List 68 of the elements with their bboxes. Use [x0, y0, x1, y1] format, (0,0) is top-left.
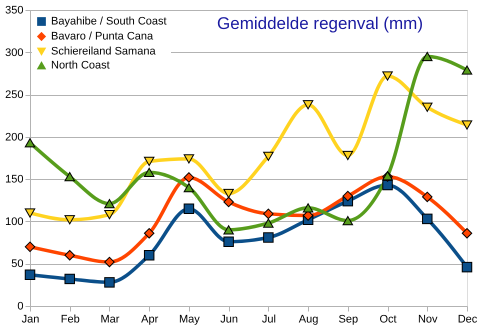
point	[302, 203, 314, 213]
point	[382, 71, 393, 81]
y-tick-label: 100	[5, 216, 24, 228]
y-tick-label: 50	[11, 258, 24, 270]
x-tick-label: Feb	[60, 314, 80, 326]
point	[184, 182, 194, 192]
point	[184, 154, 194, 164]
legend-label: Bavaro / Punta Cana	[51, 30, 154, 42]
y-tick-label: 350	[5, 4, 24, 16]
legend-label: Schiereiland Samana	[51, 46, 156, 58]
x-tick-label: Jun	[220, 314, 238, 326]
point	[263, 152, 274, 161]
point	[223, 225, 234, 234]
x-tick-label: Aug	[298, 314, 318, 326]
point	[342, 150, 354, 160]
point	[342, 216, 354, 226]
point	[104, 277, 115, 288]
point	[263, 208, 274, 220]
x-tick-label: Nov	[418, 314, 438, 326]
point	[144, 168, 154, 177]
y-tick-label: 150	[5, 174, 24, 186]
x-tick-label: Oct	[379, 314, 397, 326]
point	[144, 250, 154, 260]
point	[422, 192, 433, 202]
point	[263, 232, 274, 243]
y-tick-label: 200	[5, 131, 24, 144]
point	[342, 190, 354, 202]
point	[64, 250, 75, 260]
point	[64, 215, 75, 224]
y-tick-label: 0	[17, 300, 24, 312]
point	[223, 236, 234, 247]
point	[24, 242, 36, 252]
point	[382, 180, 393, 190]
legend-label: Bayahibe / South Coast	[51, 16, 167, 28]
x-tick-label: Sep	[338, 314, 358, 326]
point	[263, 218, 274, 228]
legend-label: North Coast	[51, 60, 110, 72]
point	[144, 228, 154, 239]
point	[462, 228, 472, 239]
x-tick-label: Apr	[141, 314, 159, 326]
chart-title: Gemiddelde regenval (mm)	[217, 14, 423, 33]
point	[24, 138, 36, 148]
point	[302, 100, 314, 110]
point	[144, 156, 154, 166]
point	[462, 120, 472, 130]
x-tick-label: May	[179, 314, 200, 326]
point	[422, 214, 433, 224]
x-tick-label: Mar	[100, 314, 120, 326]
point	[104, 199, 115, 208]
point	[24, 269, 36, 280]
point	[64, 172, 75, 182]
point	[104, 210, 115, 220]
point	[184, 204, 194, 214]
point	[422, 102, 433, 112]
point	[422, 52, 433, 62]
point	[462, 262, 472, 272]
x-tick-label: Jul	[262, 314, 276, 326]
point	[462, 65, 472, 75]
x-tick-label: Dec	[458, 314, 478, 326]
x-tick-label: Jan	[22, 314, 40, 326]
point	[24, 208, 36, 218]
point	[223, 188, 234, 198]
point	[223, 196, 234, 208]
y-tick-label: 250	[5, 89, 24, 102]
y-tick-label: 300	[5, 46, 24, 59]
point	[64, 274, 75, 284]
point	[104, 256, 115, 268]
point	[184, 172, 194, 183]
